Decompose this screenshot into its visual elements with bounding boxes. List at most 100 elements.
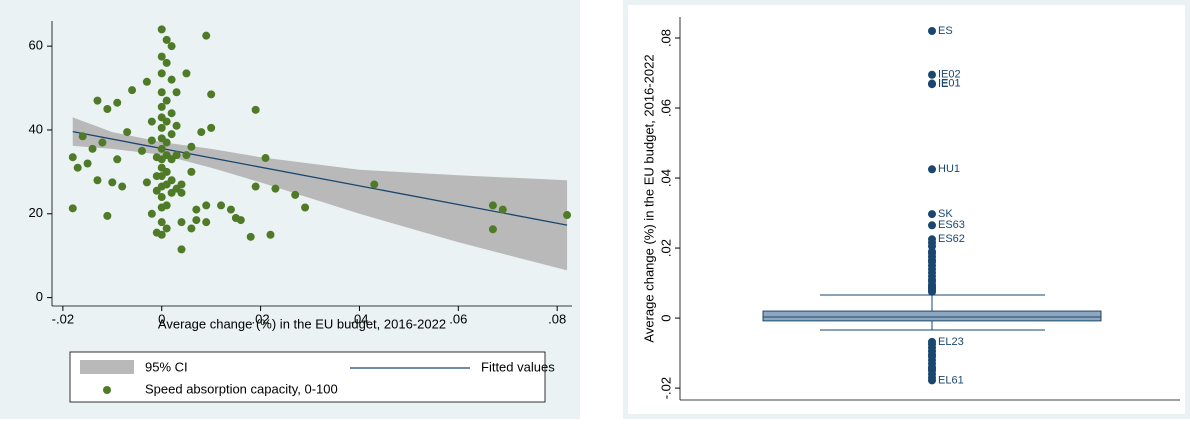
point	[187, 167, 196, 176]
outlier	[928, 27, 936, 36]
outlier-label: EL61	[938, 374, 964, 386]
point	[157, 25, 166, 34]
point	[251, 182, 260, 191]
x-tick-label: .02	[252, 311, 270, 326]
point	[157, 88, 166, 97]
point	[182, 151, 191, 160]
point	[157, 144, 166, 153]
point	[157, 52, 166, 61]
point	[488, 225, 497, 234]
y-tick-label: 0	[36, 289, 43, 304]
point	[172, 151, 181, 160]
point	[123, 128, 132, 137]
point	[162, 201, 171, 210]
point	[167, 109, 176, 118]
point	[563, 211, 572, 220]
point	[162, 117, 171, 126]
point	[157, 230, 166, 239]
point	[167, 176, 176, 185]
point	[157, 123, 166, 132]
point	[177, 180, 186, 189]
point	[236, 216, 245, 225]
point	[147, 117, 156, 126]
point	[103, 105, 112, 114]
outlier	[928, 210, 936, 219]
point	[113, 98, 122, 107]
point	[217, 201, 226, 210]
legend-box	[69, 351, 546, 403]
y-tick-label: 0	[658, 314, 673, 321]
outlier-label: ES	[938, 25, 953, 37]
point	[167, 130, 176, 139]
y-tick-label: 20	[29, 205, 43, 220]
point	[182, 69, 191, 78]
point	[172, 88, 181, 97]
point	[142, 77, 151, 86]
point	[68, 153, 77, 162]
point	[73, 163, 82, 172]
point	[187, 142, 196, 151]
outlier-label: SK	[938, 208, 953, 220]
x-tick-label: .08	[548, 311, 566, 326]
point	[177, 218, 186, 227]
point	[202, 218, 211, 227]
point	[197, 128, 206, 137]
point	[192, 205, 201, 214]
outlier	[928, 376, 936, 385]
point	[128, 86, 137, 95]
outlier-label: EL23	[938, 336, 964, 348]
point	[88, 144, 97, 153]
point	[261, 154, 270, 163]
point	[147, 136, 156, 145]
point	[162, 96, 171, 105]
point	[162, 58, 171, 67]
plot-background	[628, 5, 1185, 414]
point	[103, 211, 112, 220]
legend-swatch	[103, 386, 111, 394]
point	[192, 216, 201, 225]
point	[498, 205, 507, 214]
point	[93, 96, 102, 105]
outlier-label: ES63	[938, 219, 965, 231]
outlier	[928, 80, 936, 89]
outlier	[928, 221, 936, 230]
outlier-label: HU1	[938, 163, 960, 175]
outlier	[928, 70, 936, 79]
point	[177, 188, 186, 197]
box	[762, 310, 1102, 322]
x-axis-title: Average change (%) in the EU budget, 201…	[158, 316, 446, 331]
outlier-label: IE02	[938, 69, 961, 81]
point	[162, 138, 171, 147]
point	[187, 224, 196, 233]
point	[251, 105, 260, 114]
point	[162, 167, 171, 176]
point	[162, 35, 171, 44]
outlier-label: IE01	[938, 77, 961, 89]
fitted-line	[72, 131, 568, 226]
point	[271, 184, 280, 193]
y-tick-label: .02	[658, 239, 673, 257]
point	[167, 75, 176, 84]
x-tick-label: 0	[158, 311, 165, 326]
point	[177, 245, 186, 254]
x-tick-label: -.02	[52, 311, 74, 326]
legend-label: Fitted values	[481, 359, 555, 374]
point	[202, 31, 211, 40]
outlier	[928, 287, 936, 296]
point	[118, 182, 127, 191]
x-tick-label: .04	[350, 311, 368, 326]
point	[78, 132, 87, 141]
point	[108, 178, 117, 187]
outlier-label: IE	[938, 78, 948, 90]
y-tick-label: -.02	[658, 377, 673, 399]
point	[291, 190, 300, 199]
point	[147, 209, 156, 218]
point	[93, 176, 102, 185]
point	[137, 146, 146, 155]
point	[226, 205, 235, 214]
point	[142, 178, 151, 187]
point	[157, 218, 166, 227]
point	[98, 138, 107, 147]
